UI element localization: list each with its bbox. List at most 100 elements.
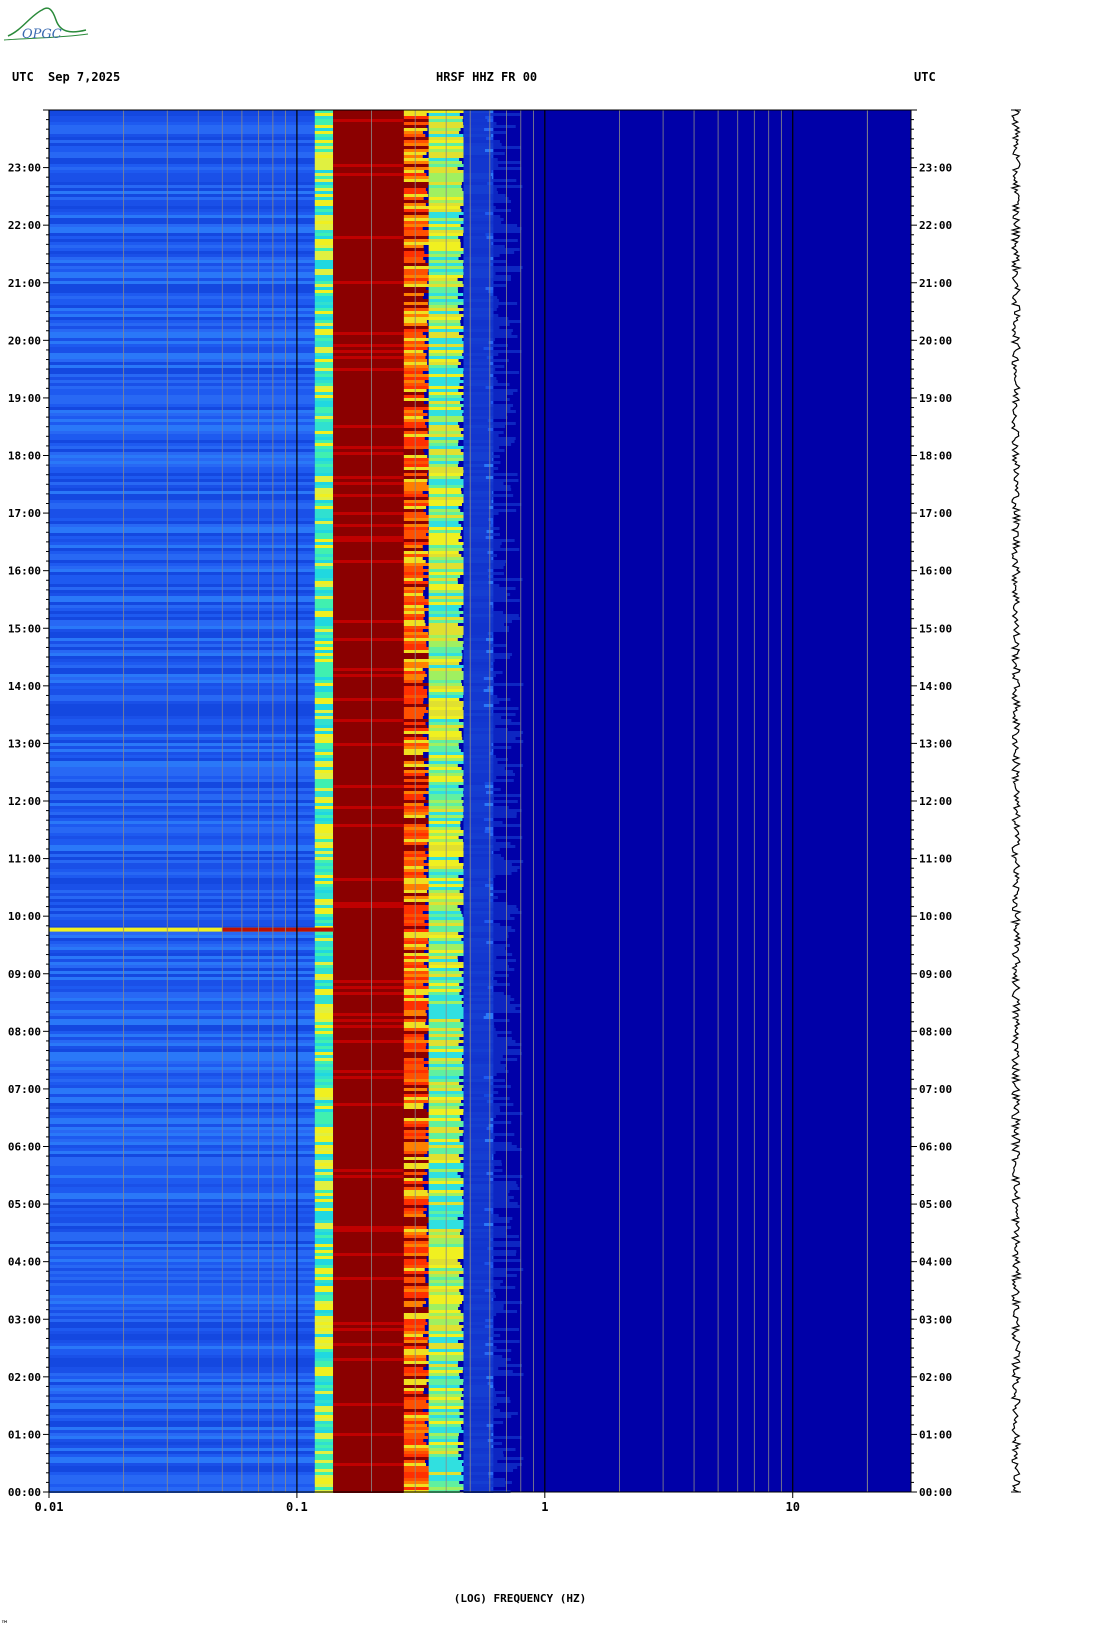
heatmap-cell [428, 1430, 466, 1433]
heatmap-cell [463, 626, 510, 629]
heatmap-cell [314, 842, 334, 845]
heatmap-cell [428, 1295, 465, 1298]
heatmap-cell [403, 1469, 430, 1472]
heatmap-cell [49, 851, 315, 854]
heatmap-cell [463, 740, 524, 743]
heatmap-cell [314, 443, 334, 446]
heatmap-cell [333, 275, 404, 278]
heatmap-cell [463, 1445, 492, 1448]
heatmap-cell [314, 1325, 334, 1328]
heatmap-cell [49, 1334, 315, 1337]
heatmap-cell [333, 626, 404, 629]
heatmap-cell [333, 1358, 404, 1361]
heatmap-cell [403, 1367, 424, 1370]
heatmap-cell [403, 386, 429, 389]
heatmap-cell [463, 1226, 512, 1229]
heatmap-cell [428, 443, 459, 446]
heatmap-cell [49, 602, 315, 605]
y-tick-label-left: 00:00 [8, 1486, 41, 1499]
heatmap-cell [463, 851, 492, 854]
heatmap-cell [314, 563, 334, 566]
heatmap-cell [314, 1343, 334, 1346]
heatmap-cell [49, 314, 315, 317]
heatmap-cell [428, 1361, 459, 1364]
heatmap-cell [403, 773, 425, 776]
heatmap-cell [333, 914, 404, 917]
heatmap-cell [314, 731, 334, 734]
heatmap-cell [403, 713, 425, 716]
heatmap-cell [463, 1397, 510, 1400]
heatmap-cell [333, 119, 404, 122]
heatmap-cell [333, 1115, 404, 1118]
heatmap-cell [403, 650, 431, 653]
heatmap-cell [314, 194, 334, 197]
heatmap-cell [49, 1094, 315, 1097]
heatmap-cell [49, 287, 315, 290]
heatmap-cell [314, 1274, 334, 1277]
heatmap-cell [428, 1469, 466, 1472]
heatmap-cell [49, 1277, 315, 1280]
heatmap-cell [463, 1310, 518, 1313]
heatmap-cell [463, 1385, 490, 1388]
heatmap-cell [403, 956, 433, 959]
heatmap-cell [428, 248, 469, 251]
heatmap-cell [314, 1019, 334, 1022]
heatmap-cell [463, 326, 500, 329]
heatmap-cell [49, 221, 315, 224]
heatmap-cell [428, 344, 467, 347]
heatmap-cell [314, 965, 334, 968]
heatmap-cell [463, 998, 515, 1001]
heatmap-cell [403, 1031, 428, 1034]
heatmap-cell [49, 446, 315, 449]
heatmap-cell [333, 761, 404, 764]
y-tick-label-left: 13:00 [8, 737, 41, 750]
heatmap-cell [333, 1133, 404, 1136]
heatmap-cell [49, 455, 315, 458]
heatmap-cell [463, 1349, 512, 1352]
heatmap-cell [463, 947, 506, 950]
heatmap-cell [333, 638, 404, 641]
heatmap-cell [403, 521, 434, 524]
heatmap-cell [428, 962, 469, 965]
heatmap-cell [314, 1271, 334, 1274]
heatmap-cell [428, 692, 467, 695]
heatmap-cell [49, 821, 315, 824]
heatmap-cell [49, 278, 315, 281]
heatmap-cell [463, 854, 502, 857]
heatmap-cell [314, 1304, 334, 1307]
heatmap-cell [333, 338, 404, 341]
heatmap-cell [403, 1388, 424, 1391]
heatmap-cell [333, 593, 404, 596]
heatmap-cell [314, 398, 334, 401]
heatmap-cell [403, 617, 424, 620]
heatmap-cell [428, 530, 461, 533]
heatmap-cell [428, 470, 469, 473]
heatmap-cell [333, 1265, 404, 1268]
heatmap-cell [463, 722, 521, 725]
heatmap-cell [403, 734, 423, 737]
heatmap-cell [333, 659, 404, 662]
heatmap-cell [428, 851, 468, 854]
heatmap-cell [333, 956, 404, 959]
heatmap-cell [428, 326, 467, 329]
y-tick-label-right: 07:00 [919, 1083, 952, 1096]
heatmap-cell [314, 209, 334, 212]
heatmap-cell [463, 695, 498, 698]
heatmap-cell [463, 443, 512, 446]
heatmap-cell [49, 884, 315, 887]
date-label: Sep 7,2025 [48, 70, 121, 84]
heatmap-cell [314, 1145, 334, 1148]
heatmap-cell [333, 782, 404, 785]
heatmap-cell [463, 1409, 500, 1412]
heatmap-cell [314, 914, 334, 917]
heatmap-cell [333, 161, 404, 164]
heatmap-cell [49, 1004, 315, 1007]
heatmap-cell [333, 458, 404, 461]
y-tick-label-left: 21:00 [8, 277, 41, 290]
heatmap-cell [314, 1229, 334, 1232]
heatmap-cell [333, 791, 404, 794]
heatmap-cell [333, 674, 404, 677]
heatmap-cell [314, 881, 334, 884]
heatmap-cell [314, 167, 334, 170]
heatmap-cell [314, 1328, 334, 1331]
